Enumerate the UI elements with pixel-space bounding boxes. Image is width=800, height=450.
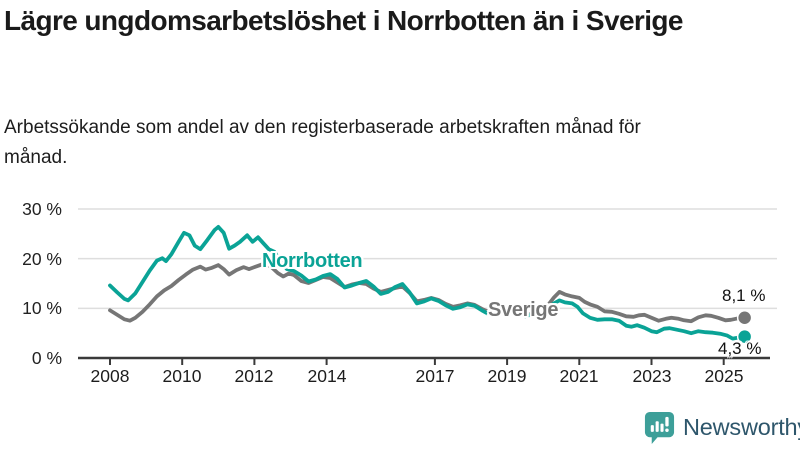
newsworthy-logo[interactable]: Newsworthy [643, 410, 800, 445]
x-tick-label-2025: 2025 [704, 366, 744, 386]
y-tick-label-20: 20 % [22, 249, 62, 269]
y-tick-label-0: 0 % [31, 348, 62, 368]
end-value-sverige: 8,1 % [722, 286, 766, 305]
brand-name: Newsworthy [683, 414, 800, 440]
y-tick-label-10: 10 % [22, 298, 62, 318]
x-tick-label-2023: 2023 [632, 366, 672, 386]
x-tick-label-2008: 2008 [90, 366, 130, 386]
x-tick-label-2012: 2012 [234, 366, 274, 386]
page-title: Lägre ungdomsarbetslöshet i Norrbotten ä… [4, 5, 683, 36]
x-tick-label-2014: 2014 [307, 366, 347, 386]
newsworthy-icon [644, 411, 675, 444]
end-value-norrbotten: 4,3 % [718, 339, 762, 358]
x-tick-label-2019: 2019 [487, 366, 527, 386]
page-subtitle: Arbetssökande som andel av den registerb… [4, 117, 641, 168]
series-label-sverige: Sverige [488, 299, 559, 321]
y-tick-label-30: 30 % [22, 199, 62, 219]
x-tick-label-2010: 2010 [162, 366, 202, 386]
x-tick-label-2017: 2017 [415, 366, 455, 386]
x-tick-label-2021: 2021 [559, 366, 599, 386]
series-label-norrbotten: Norrbotten [262, 250, 363, 272]
